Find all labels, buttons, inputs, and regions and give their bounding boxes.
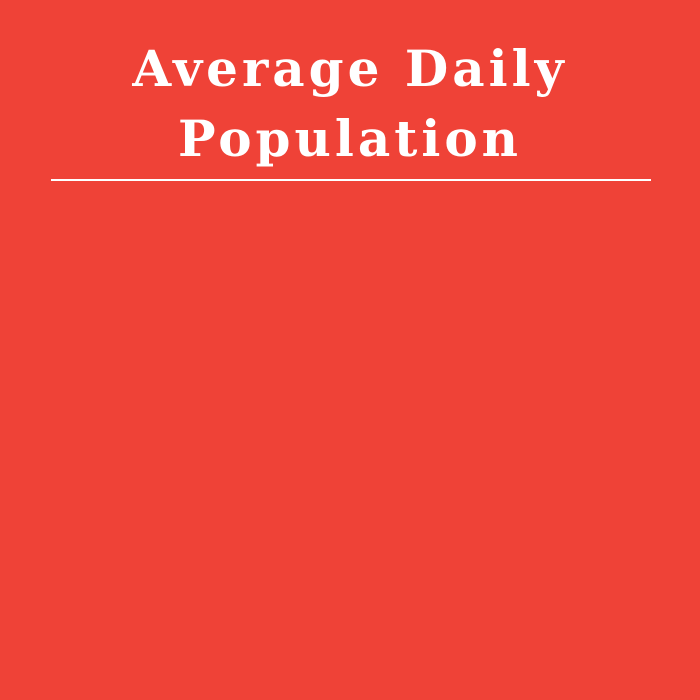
page-title: Average Daily Population [50, 34, 650, 174]
title-line-1: Average Daily [132, 39, 568, 98]
title-divider [51, 179, 651, 181]
title-line-2: Population [177, 109, 523, 168]
